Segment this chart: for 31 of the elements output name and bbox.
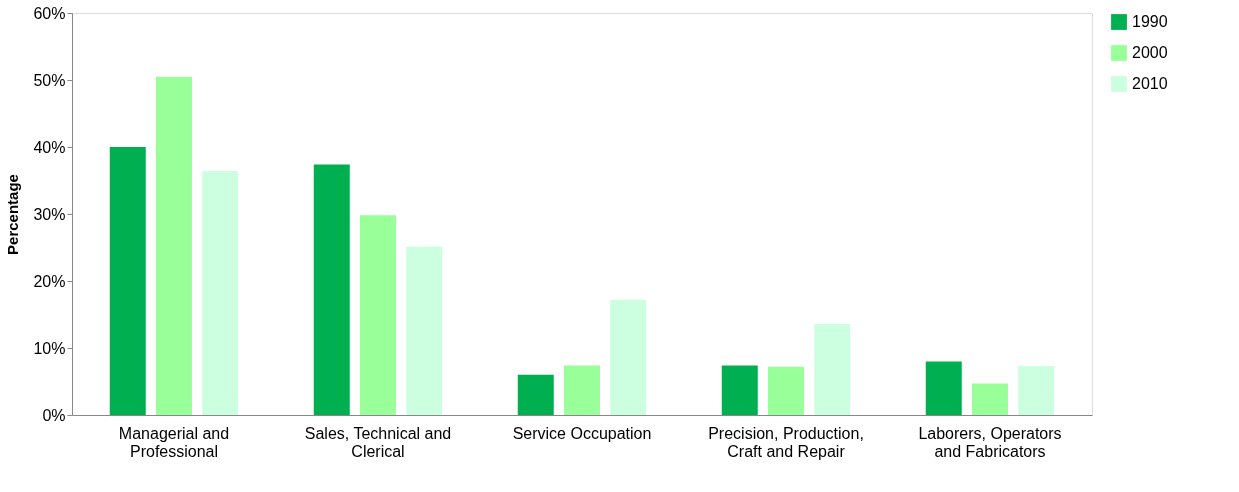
bar bbox=[814, 323, 851, 415]
bar bbox=[721, 365, 758, 415]
legend-label: 1990 bbox=[1132, 13, 1168, 30]
y-tick-label: 0% bbox=[42, 406, 66, 424]
legend-label: 2000 bbox=[1132, 44, 1168, 61]
x-tick-label: Precision, Production, Craft and Repair bbox=[708, 424, 864, 460]
bar bbox=[564, 365, 600, 415]
bar bbox=[109, 147, 146, 415]
y-tick-label: 40% bbox=[33, 138, 66, 156]
bar bbox=[768, 366, 804, 415]
y-tick-label: 10% bbox=[33, 339, 66, 357]
x-tick-label: Laborers, Operators and Fabricators bbox=[918, 424, 1062, 460]
bar bbox=[156, 76, 192, 415]
y-tick-label: 30% bbox=[33, 205, 66, 223]
bar bbox=[972, 383, 1008, 415]
y-tick-label: 20% bbox=[33, 272, 66, 290]
x-tick-label: Sales, Technical and Clerical bbox=[304, 424, 452, 460]
bar bbox=[925, 361, 962, 415]
bar bbox=[360, 215, 396, 415]
legend-label: 2010 bbox=[1132, 75, 1168, 92]
bar bbox=[517, 374, 554, 415]
x-tick-label: Service Occupation bbox=[512, 424, 652, 442]
bar bbox=[202, 171, 239, 415]
y-tick-label: 50% bbox=[33, 71, 66, 89]
x-tick-label: Managerial and Professional bbox=[118, 424, 230, 460]
bar bbox=[406, 246, 443, 415]
bar bbox=[313, 164, 350, 415]
y-axis-title: Percentage bbox=[4, 174, 22, 255]
bar bbox=[610, 299, 647, 415]
bar bbox=[1018, 366, 1055, 415]
y-tick-label: 60% bbox=[33, 4, 66, 22]
